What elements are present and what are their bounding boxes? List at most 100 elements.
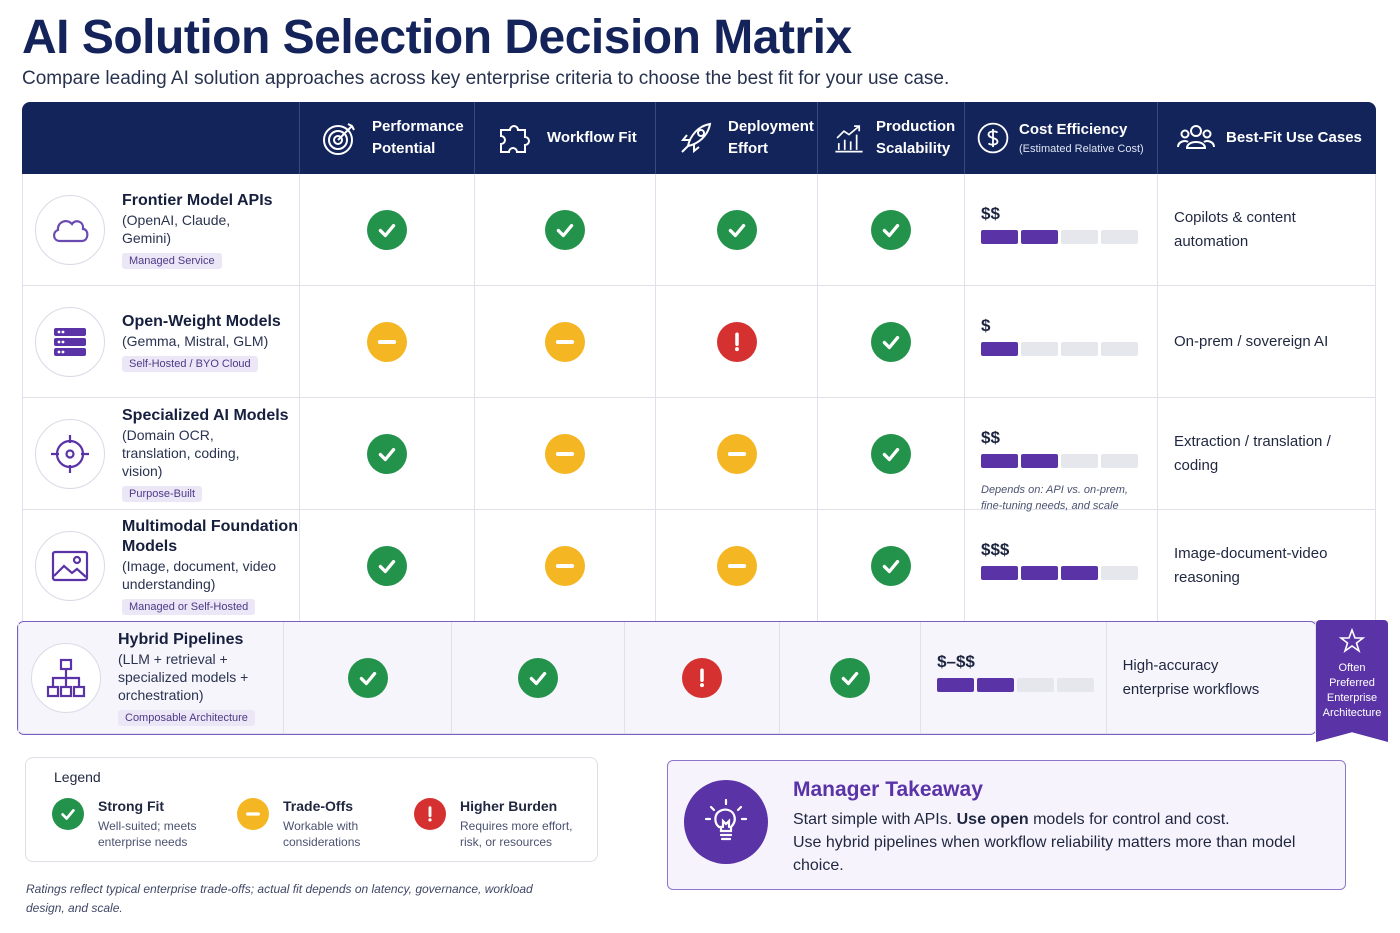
solution-text: Frontier Model APIs (OpenAI, Claude, Gemi… bbox=[122, 191, 273, 269]
solution-desc: (Image, document, video understanding) bbox=[122, 557, 277, 592]
solution-tag: Self-Hosted / BYO Cloud bbox=[122, 355, 258, 372]
rating-performance bbox=[283, 622, 451, 733]
solution-cell: Open-Weight Models (Gemma, Mistral, GLM) S… bbox=[22, 286, 299, 397]
cost-bar bbox=[1021, 342, 1058, 356]
cost-bar bbox=[1061, 566, 1098, 580]
solution-name: Open-Weight Models bbox=[122, 312, 281, 330]
solution-tag: Managed or Self-Hosted bbox=[122, 598, 256, 615]
cost-meter bbox=[981, 454, 1138, 468]
cost-bar bbox=[937, 678, 975, 692]
check-icon bbox=[871, 321, 911, 362]
rocket-icon bbox=[680, 122, 712, 154]
solution-text: Specialized AI Models (Domain OCR, transl… bbox=[122, 406, 289, 502]
check-icon bbox=[52, 798, 84, 830]
matrix-row: Open-Weight Models (Gemma, Mistral, GLM) S… bbox=[22, 286, 1376, 398]
manager-takeaway: Manager Takeaway Start simple with APIs.… bbox=[667, 760, 1346, 890]
header-workflow: Workflow Fit bbox=[474, 102, 655, 174]
check-icon bbox=[830, 657, 871, 698]
server-icon bbox=[35, 306, 105, 377]
usecase-text: Copilots & content automation bbox=[1174, 208, 1296, 250]
usecase-cell: Copilots & content automation bbox=[1157, 174, 1376, 285]
check-icon bbox=[871, 433, 911, 474]
cost-bar bbox=[1101, 230, 1138, 244]
solution-cell: Hybrid Pipelines (LLM + retrieval + speci… bbox=[18, 622, 283, 733]
rating-scalability bbox=[817, 510, 964, 621]
cost-bar bbox=[977, 678, 1015, 692]
rating-workflow bbox=[474, 398, 655, 509]
ribbon-text: Often Preferred Enterprise Architecture bbox=[1322, 662, 1382, 719]
legend-tradeoff-desc: Workable with considerations bbox=[283, 819, 361, 849]
usecase-text: Extraction / translation / coding bbox=[1174, 432, 1331, 474]
minus-icon bbox=[545, 321, 585, 362]
growth-chart-icon bbox=[835, 125, 863, 153]
image-icon bbox=[35, 530, 105, 601]
puzzle-icon bbox=[500, 125, 530, 153]
takeaway-body: Start simple with APIs. Use open models … bbox=[793, 808, 1323, 877]
legend-burden-desc: Requires more effort, risk, or resources bbox=[460, 819, 573, 849]
crosshair-icon bbox=[35, 418, 105, 489]
solution-tag: Managed Service bbox=[122, 252, 222, 269]
legend: Legend Strong Fit Well-suited; meets ent… bbox=[25, 757, 598, 862]
cost-meter bbox=[937, 678, 1095, 692]
cost-cell: $ bbox=[964, 286, 1157, 397]
rating-performance bbox=[299, 398, 474, 509]
cost-value: $$ bbox=[981, 204, 1000, 223]
solution-cell: Multimodal Foundation Models (Image, docu… bbox=[22, 510, 299, 621]
usecase-text: On-prem / sovereign AI bbox=[1174, 332, 1329, 350]
cost-bar bbox=[981, 230, 1018, 244]
cost-bar bbox=[981, 342, 1018, 356]
page-title: AI Solution Selection Decision Matrix bbox=[22, 11, 852, 64]
rating-deployment bbox=[655, 398, 817, 509]
preferred-ribbon: Often Preferred Enterprise Architecture bbox=[1316, 620, 1388, 742]
exclamation-icon bbox=[682, 657, 723, 698]
rating-performance bbox=[299, 510, 474, 621]
takeaway-title: Manager Takeaway bbox=[793, 778, 983, 801]
cost-value: $ bbox=[981, 316, 991, 335]
cost-value: $$ bbox=[981, 428, 1000, 447]
header-usecases-label: Best-Fit Use Cases bbox=[1226, 129, 1362, 146]
header-performance-label: Performance Potential bbox=[372, 118, 464, 157]
rating-scalability bbox=[817, 174, 964, 285]
solution-cell: Specialized AI Models (Domain OCR, transl… bbox=[22, 398, 299, 509]
rating-deployment bbox=[655, 174, 817, 285]
solution-cell: Frontier Model APIs (OpenAI, Claude, Gemi… bbox=[22, 174, 299, 285]
exclamation-icon bbox=[414, 798, 446, 830]
cost-bar bbox=[1101, 566, 1138, 580]
check-icon bbox=[367, 209, 407, 250]
takeaway-line1-d: Use open bbox=[956, 811, 1029, 828]
cost-bar bbox=[1021, 454, 1058, 468]
matrix-body: Frontier Model APIs (OpenAI, Claude, Gemi… bbox=[17, 174, 1376, 735]
check-icon bbox=[545, 209, 585, 250]
cost-value: $$$ bbox=[981, 540, 1010, 559]
usecase-cell: High-accuracy enterprise workflows bbox=[1105, 622, 1316, 733]
lightbulb-icon bbox=[684, 780, 768, 864]
usecase-cell: Image-document-video reasoning bbox=[1157, 510, 1376, 621]
solution-tag: Composable Architecture bbox=[118, 709, 255, 726]
legend-title: Legend bbox=[54, 769, 101, 785]
cost-cell: $$$ bbox=[964, 510, 1157, 621]
solution-text: Hybrid Pipelines (LLM + retrieval + speci… bbox=[118, 630, 268, 726]
cost-cell: $$ Depends on: API vs. on-prem, fine-tuni… bbox=[964, 398, 1157, 512]
legend-item-burden: Higher Burden Requires more effort, risk… bbox=[414, 798, 585, 850]
solution-desc: (Gemma, Mistral, GLM) bbox=[122, 332, 269, 349]
cost-bar bbox=[981, 566, 1018, 580]
solution-desc: (LLM + retrieval + specialized models + … bbox=[118, 650, 249, 703]
minus-icon bbox=[545, 433, 585, 474]
header-deployment-label: Deployment Effort bbox=[728, 118, 814, 157]
minus-icon bbox=[716, 545, 757, 586]
cost-note: Depends on: API vs. on-prem, fine-tuning… bbox=[981, 484, 1128, 512]
minus-icon bbox=[237, 798, 269, 830]
dollar-icon bbox=[977, 122, 1009, 154]
check-icon bbox=[367, 545, 407, 586]
header-performance: Performance Potential bbox=[299, 102, 474, 174]
check-icon bbox=[347, 657, 388, 698]
cost-value: $–$$ bbox=[937, 652, 975, 671]
solution-text: Open-Weight Models (Gemma, Mistral, GLM) S… bbox=[122, 312, 281, 372]
usecase-text: High-accuracy enterprise workflows bbox=[1122, 656, 1260, 698]
rating-workflow bbox=[474, 174, 655, 285]
header-blank bbox=[22, 102, 299, 174]
cost-bar bbox=[1057, 678, 1095, 692]
solution-text: Multimodal Foundation Models (Image, docu… bbox=[122, 517, 299, 615]
check-icon bbox=[716, 209, 757, 250]
rating-scalability bbox=[817, 286, 964, 397]
